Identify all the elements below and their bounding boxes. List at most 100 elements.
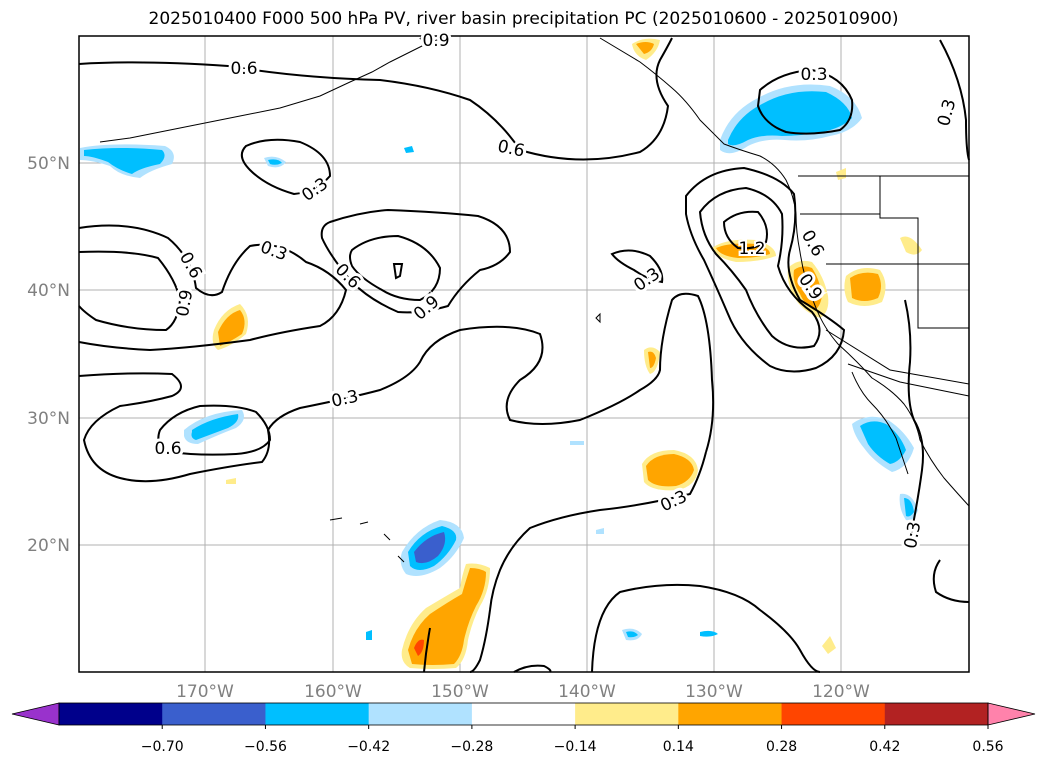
island-small: [595, 312, 601, 324]
lat-label: 30°N: [27, 409, 70, 429]
contour-0.9-mid: [349, 234, 442, 302]
colorbar-cell: [884, 703, 989, 725]
colorbar-cell: [575, 703, 679, 725]
border-states4: [825, 329, 970, 385]
pos-patch-nv-core: [850, 272, 881, 301]
pos-patch-central-core: [646, 454, 694, 487]
colorbar: −0.70 −0.56 −0.42 −0.28 −0.14 0.14 0.28 0.42 0.5…: [11, 702, 1036, 755]
lon-label: 130°W: [685, 682, 743, 702]
contour-label: 0.3: [800, 65, 827, 85]
contour-0.3-loop-a: [240, 138, 332, 196]
pos-patch-tiny3: [836, 168, 846, 180]
colorbar-cells: [59, 703, 989, 725]
lat-labels: 50°N 40°N 30°N 20°N: [27, 154, 70, 556]
coast-aleutians: [99, 37, 445, 143]
coast-baja: [851, 371, 909, 475]
colorbar-ticks: −0.70 −0.56 −0.42 −0.28 −0.14 0.14 0.28 0.42 0.5…: [141, 725, 1004, 755]
contour-0.6-north: [78, 37, 673, 161]
pos-patch-small-c-core: [648, 351, 656, 368]
colorbar-cell: [368, 703, 473, 725]
lat-label: 20°N: [27, 536, 70, 556]
coastlines: [99, 37, 970, 563]
pos-patch-alaska-core: [636, 42, 654, 54]
contour-0.3-lower: [469, 451, 707, 673]
lat-label: 40°N: [27, 281, 70, 301]
colorbar-tick-label: 0.14: [663, 739, 694, 755]
lon-label: 170°W: [176, 682, 234, 702]
pos-patch-tiny: [226, 478, 236, 484]
colorbar-cell: [162, 703, 266, 725]
pos-patch-tiny2: [822, 636, 836, 654]
neg-patch-s1-core: [626, 631, 638, 638]
colorbar-cell: [678, 703, 783, 725]
pos-patch-170w-core: [218, 310, 245, 346]
contour-label: 0.9: [422, 31, 449, 51]
colorbar-extend-high: [987, 702, 1036, 726]
colorbar-extend-low: [11, 702, 60, 726]
neg-patch-bc-core: [728, 91, 852, 146]
neg-patch-mex-core: [904, 498, 914, 517]
pos-patch-nca-core: [793, 266, 822, 310]
map-title: 2025010400 F000 500 hPa PV, river basin …: [148, 9, 899, 29]
colorbar-tick-label: 0.42: [869, 739, 900, 755]
colorbar-tick-label: −0.28: [450, 739, 493, 755]
map-frame: [78, 35, 970, 673]
contour-label: 0.6: [154, 439, 181, 459]
contour-ca-outer: [685, 166, 846, 373]
colorbar-tick-label: −0.14: [554, 739, 597, 755]
lon-labels: 170°W 160°W 150°W 140°W 130°W 120°W: [176, 682, 870, 702]
lon-label: 150°W: [431, 682, 489, 702]
contour-0.6-30n: [157, 404, 272, 456]
colorbar-tick-label: −0.42: [347, 739, 390, 755]
contour-0.3-east: [939, 39, 970, 161]
contour-ca-mid: [698, 186, 821, 349]
neg-patch-s3: [570, 441, 584, 445]
contour-0.3-bc-loop: [756, 68, 854, 135]
neg-patch-baja-core: [860, 421, 906, 464]
contour-0.3-big: [78, 224, 348, 352]
contour-0.3-pac-loop: [610, 249, 664, 284]
contour-0.3-btm-left: [423, 627, 431, 673]
lon-label: 160°W: [304, 682, 362, 702]
coast-alaska: [599, 37, 970, 507]
neg-patch-nw-core: [84, 148, 165, 174]
colorbar-cell: [471, 703, 576, 725]
colorbar-cell: [59, 703, 163, 725]
hawaii-islands: [329, 517, 405, 563]
contour-0.6-west: [78, 250, 182, 332]
contour-0.6-top: [419, 37, 449, 44]
colorbar-cell: [781, 703, 886, 725]
colorbar-tick-label: 0.28: [766, 739, 797, 755]
neg-patch-small2: [404, 146, 414, 153]
border-states1: [879, 176, 969, 329]
contour-0.3-bottom: [591, 583, 821, 673]
contour-0.3-se: [932, 559, 970, 603]
neg-patch-small1-core: [268, 159, 282, 165]
neg-patch-s5: [366, 630, 372, 640]
precip-shading: [80, 38, 922, 669]
colorbar-tick-label: 0.56: [972, 739, 1003, 755]
contour-label: 1.2: [738, 239, 765, 259]
neg-patch-30n-core: [191, 414, 239, 440]
neg-patch-s4: [596, 528, 604, 534]
graticule: [79, 36, 969, 672]
contour-0.3-south: [78, 292, 715, 483]
colorbar-cell: [265, 703, 370, 725]
neg-patch-hawaii-core: [414, 532, 446, 564]
neg-patch-s2: [700, 630, 718, 637]
lon-label: 140°W: [558, 682, 616, 702]
lon-label: 120°W: [812, 682, 870, 702]
map-panel: [78, 35, 970, 673]
lat-label: 50°N: [27, 154, 70, 174]
colorbar-tick-label: −0.56: [244, 739, 287, 755]
contour-label: 0.6: [230, 59, 257, 79]
border-mexico: [847, 363, 970, 397]
contour-0.6-mid: [320, 208, 512, 314]
contour-0.9-small: [392, 263, 404, 280]
contour-0.3-sw: [513, 664, 552, 673]
contour-1.2: [722, 210, 768, 250]
pv-contours: [78, 37, 970, 673]
colorbar-tick-label: −0.70: [141, 739, 184, 755]
colorbar-outline: [58, 702, 989, 726]
